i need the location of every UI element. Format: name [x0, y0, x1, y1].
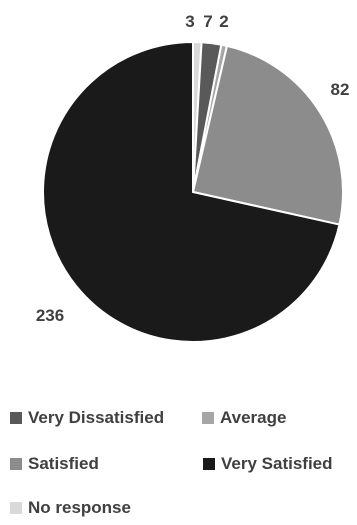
pie-slices — [42, 40, 344, 343]
legend-item-satisfied: Satisfied — [10, 454, 99, 474]
data-label-satisfied: 82 — [331, 80, 350, 99]
legend-label-average: Average — [220, 408, 287, 427]
pie-data-labels: 7 2 82 236 3 — [36, 12, 350, 325]
pie-slice-satisfied — [191, 44, 344, 226]
data-label-very-satisfied: 236 — [36, 306, 64, 325]
legend-swatch-no-response — [10, 502, 22, 514]
legend-swatch-satisfied — [10, 458, 22, 470]
data-label-very-dissatisfied: 7 — [203, 12, 212, 31]
legend-swatch-very-dissatisfied — [10, 412, 22, 424]
pie-chart: 7 2 82 236 3 — [36, 12, 350, 343]
legend-item-very-satisfied: Very Satisfied — [203, 454, 333, 474]
legend-item-very-dissatisfied: Very Dissatisfied — [10, 408, 164, 428]
legend-item-no-response: No response — [10, 498, 131, 518]
data-label-average: 2 — [219, 12, 228, 31]
legend-item-average: Average — [202, 408, 286, 428]
legend-label-very-dissatisfied: Very Dissatisfied — [28, 408, 165, 427]
data-label-no-response: 3 — [185, 12, 194, 31]
legend-swatch-average — [202, 412, 214, 424]
pie-slice-very-satisfied — [42, 40, 341, 343]
legend-label-satisfied: Satisfied — [28, 454, 99, 473]
legend-label-very-satisfied: Very Satisfied — [221, 454, 333, 473]
chart-legend: Very Dissatisfied Average Satisfied Very… — [0, 400, 357, 520]
legend-label-no-response: No response — [28, 498, 131, 517]
legend-swatch-very-satisfied — [203, 458, 215, 470]
